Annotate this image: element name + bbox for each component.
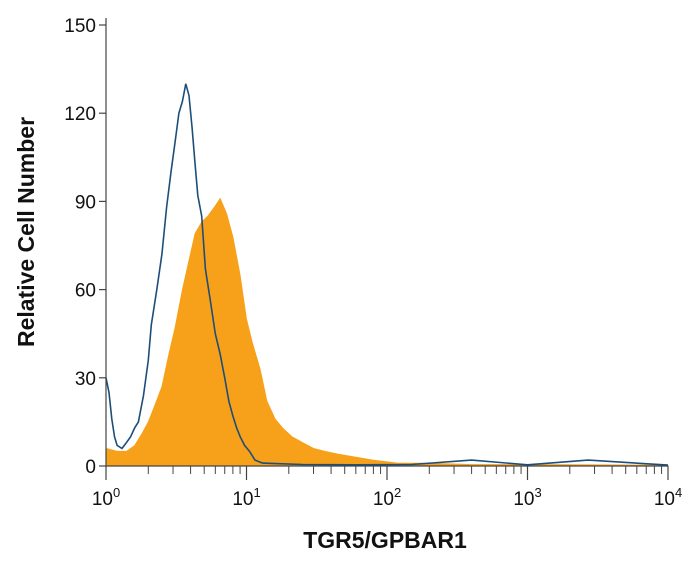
x-tick-label: 101 [232, 485, 260, 510]
axes: 0 30 60 90 120 150 100 101 102 103 104 [64, 16, 682, 510]
x-tick-label: 104 [654, 485, 682, 510]
y-tick-label: 30 [75, 369, 96, 390]
series-outline-histogram [105, 83, 669, 466]
y-tick-label: 120 [64, 104, 96, 125]
plot-area [105, 83, 669, 467]
series-filled-histogram [105, 197, 669, 467]
y-tick-label: 60 [75, 281, 96, 302]
y-tick-label: 0 [85, 457, 96, 478]
y-axis-title: Relative Cell Number [13, 117, 39, 347]
x-tick-label: 102 [373, 485, 401, 510]
y-tick-label: 150 [64, 16, 96, 37]
x-tick-label: 103 [513, 485, 541, 510]
x-tick-label: 100 [92, 485, 120, 510]
x-axis-title: TGR5/GPBAR1 [303, 527, 467, 553]
y-tick-label: 90 [75, 192, 96, 213]
